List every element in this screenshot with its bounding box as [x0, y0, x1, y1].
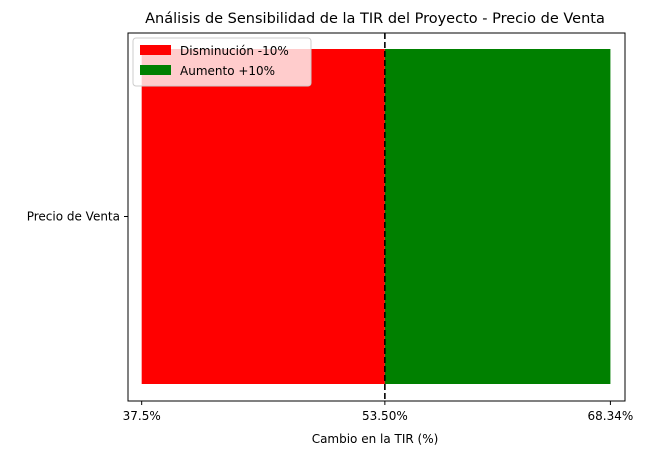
- legend-box: [132, 37, 312, 87]
- x-tick-label: 53.50%: [362, 409, 408, 423]
- legend-label: Aumento +10%: [180, 64, 275, 78]
- bar-increase: [384, 49, 611, 384]
- legend-label: Disminución -10%: [180, 44, 289, 58]
- bar-decrease: [141, 49, 385, 384]
- x-axis-label: Cambio en la TIR (%): [312, 432, 439, 446]
- chart-title: Análisis de Sensibilidad de la TIR del P…: [145, 11, 605, 27]
- y-tick-label: Precio de Venta: [27, 210, 120, 224]
- legend-swatch: [140, 65, 171, 75]
- x-tick-label: 68.34%: [588, 409, 634, 423]
- x-tick-label: 37.5%: [123, 409, 161, 423]
- plot-area: 37.5% 53.50% 68.34% Precio de Venta Disminuc…: [27, 32, 634, 423]
- legend-swatch: [140, 45, 171, 55]
